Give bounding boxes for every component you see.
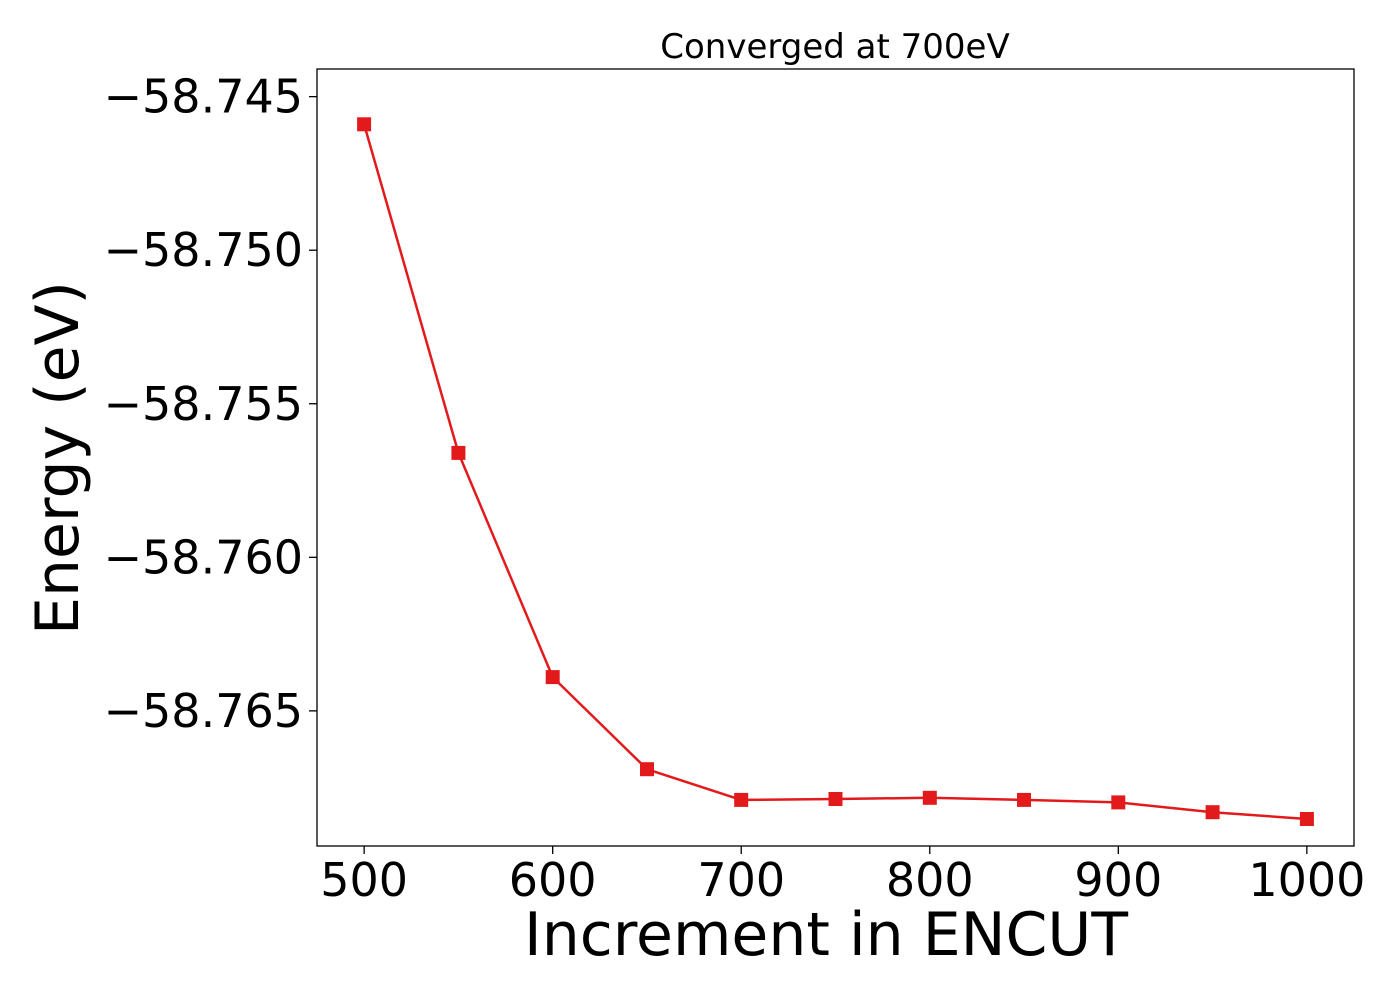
y-tick-label: −58.750	[104, 223, 304, 277]
data-point-marker	[640, 762, 654, 777]
x-tick-label: 900	[1074, 853, 1162, 907]
data-point-marker	[545, 670, 560, 685]
data-point-marker	[357, 117, 372, 132]
y-tick-label: −58.755	[104, 377, 304, 431]
data-point-marker	[451, 445, 466, 460]
data-point-marker	[1299, 812, 1314, 826]
y-axis-label: Energy (eV)	[23, 281, 93, 635]
x-axis-ticks: 500 600 700 800 900 1000	[320, 846, 1365, 907]
y-axis-ticks: −58.745 −58.750 −58.755 −58.760 −58.765	[104, 70, 317, 738]
x-tick-label: 700	[697, 853, 785, 907]
series-layer	[357, 117, 1314, 826]
x-tick-label: 500	[320, 853, 408, 907]
y-tick-label: −58.745	[104, 70, 304, 124]
data-point-marker	[1111, 795, 1126, 810]
x-tick-label: 1000	[1248, 853, 1365, 907]
data-point-marker	[734, 792, 749, 807]
chart-title: Converged at 700eV	[660, 27, 1009, 67]
data-point-marker	[1205, 805, 1220, 820]
x-tick-label: 800	[886, 853, 974, 907]
series-line	[362, 123, 1307, 821]
plot-frame	[316, 68, 1355, 847]
data-point-marker	[828, 792, 843, 806]
y-tick-label: −58.760	[104, 530, 304, 584]
x-axis-label: Increment in ENCUT	[524, 900, 1128, 970]
x-tick-label: 600	[509, 853, 597, 907]
data-point-marker	[922, 790, 937, 805]
y-tick-label: −58.765	[104, 684, 304, 738]
data-point-marker	[1017, 792, 1031, 807]
